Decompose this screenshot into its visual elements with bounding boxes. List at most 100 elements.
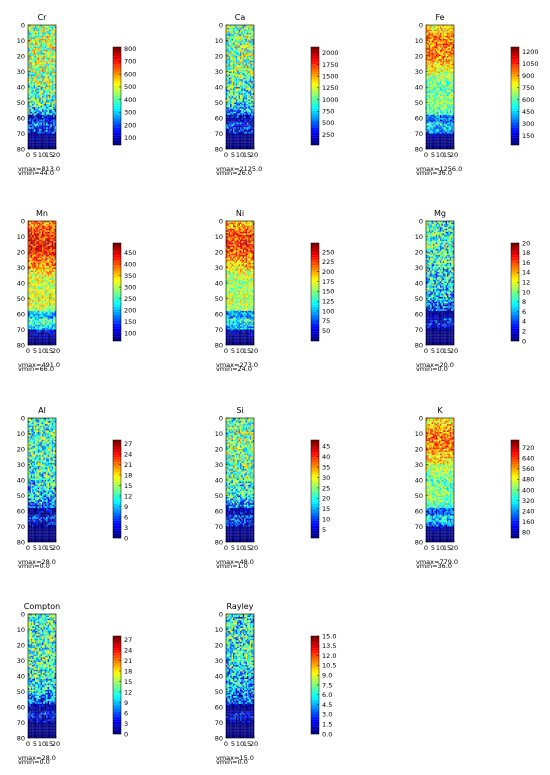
heat-cell (35, 38, 37, 41)
heat-cell (33, 97, 36, 100)
heat-cell (449, 111, 452, 114)
heat-cell (441, 82, 443, 84)
heat-cell (249, 38, 252, 41)
heat-cell (431, 138, 434, 140)
heat-cell (37, 121, 40, 123)
heat-cell (442, 65, 445, 67)
heat-cell (242, 26, 245, 29)
heat-cell (247, 32, 249, 35)
heat-cell (32, 97, 34, 100)
heat-cell (430, 68, 432, 70)
heat-cell (244, 31, 246, 33)
heat-cell (40, 135, 43, 137)
heat-cell (235, 87, 238, 89)
heat-cell (30, 77, 33, 80)
heat-cell (230, 37, 232, 39)
heat-cell (445, 56, 448, 58)
heat-cell (428, 76, 431, 78)
heat-cell (53, 114, 55, 117)
x-tick-label: 5 (33, 151, 37, 159)
heat-cell (43, 60, 45, 63)
heat-cell (40, 28, 43, 30)
heat-cell (30, 110, 33, 112)
heat-cell (235, 135, 238, 137)
heat-cell (39, 88, 41, 91)
heat-cell (442, 125, 445, 128)
heat-cell (241, 93, 243, 95)
heat-cell (451, 99, 453, 101)
heat-cell (448, 100, 450, 103)
heat-cell (251, 105, 253, 108)
heat-cell (445, 77, 448, 80)
heat-cell (238, 124, 241, 126)
heat-cell (244, 94, 246, 97)
heat-cell (50, 90, 52, 92)
heat-cell (242, 54, 245, 57)
heat-cell (33, 43, 36, 46)
heat-cell (247, 142, 249, 145)
heat-cell (49, 118, 51, 120)
heat-cell (437, 69, 439, 72)
heat-cell (240, 43, 242, 46)
heat-cell (51, 35, 54, 38)
heat-cell (33, 130, 36, 132)
heat-cell (433, 125, 435, 128)
heat-cell (240, 118, 242, 120)
heat-cell (427, 37, 429, 39)
heat-cell (234, 68, 236, 70)
heat-cell (251, 51, 253, 53)
heat-cell (39, 102, 41, 105)
heat-cell (444, 38, 446, 41)
heat-cell (442, 51, 445, 53)
heat-cell (445, 113, 448, 115)
heat-cell (245, 37, 248, 39)
colorbar-segment (113, 93, 121, 97)
heat-cell (430, 83, 432, 86)
heat-cell (49, 76, 51, 78)
heat-cell (248, 65, 250, 67)
heat-cell (448, 26, 450, 29)
heat-cell (51, 121, 54, 123)
heat-cell (241, 48, 243, 50)
heat-cell (430, 142, 432, 145)
heat-cell (30, 83, 33, 86)
heat-cell (445, 46, 448, 49)
heat-cell (447, 131, 449, 134)
heat-cell (233, 79, 235, 81)
heat-cell (431, 62, 434, 64)
heat-cell (42, 144, 44, 146)
heat-cell (434, 138, 436, 140)
heat-cell (228, 68, 231, 70)
y-tick-label: 80 (17, 145, 25, 153)
heat-cell (33, 82, 36, 84)
heat-cell (46, 130, 48, 132)
heat-cell (442, 31, 445, 33)
heat-cell (247, 138, 249, 140)
heat-cell (445, 100, 448, 103)
heat-cell (430, 93, 432, 95)
heat-cell (30, 31, 33, 33)
colorbar-segment (311, 61, 319, 65)
heat-cell (39, 28, 41, 30)
heat-cell (447, 138, 449, 140)
heat-cell (233, 40, 235, 43)
heat-cell (240, 91, 242, 94)
heat-cell (244, 59, 246, 61)
heat-cell (44, 37, 47, 39)
heat-cell (49, 114, 51, 117)
heat-cell (427, 63, 429, 66)
heat-cell (430, 69, 432, 72)
heat-cell (248, 139, 250, 142)
heat-cell (49, 38, 51, 41)
heat-cell (442, 79, 445, 81)
heat-cell (427, 34, 429, 36)
heat-cell (447, 104, 449, 106)
heat-cell (251, 49, 253, 52)
heat-cell (36, 128, 38, 131)
heat-cell (53, 65, 55, 67)
heat-cell (248, 87, 250, 89)
vmin-label: vmin=26.0 (216, 169, 252, 177)
heat-cell (433, 130, 435, 132)
heat-cell (49, 94, 51, 97)
heat-cell (434, 100, 436, 103)
